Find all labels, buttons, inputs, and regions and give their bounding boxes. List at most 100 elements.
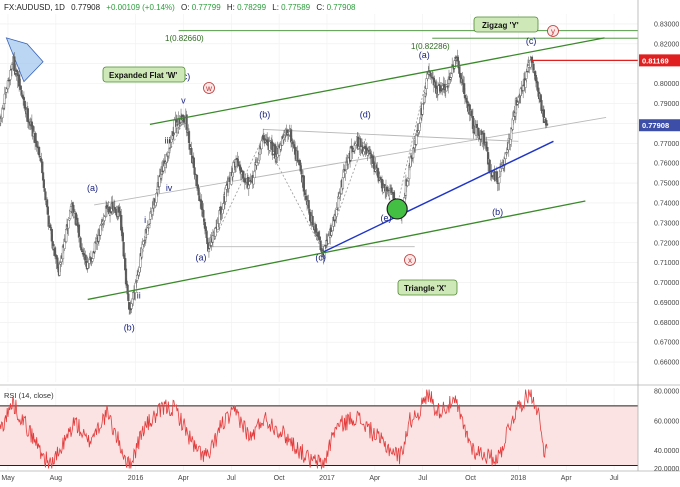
rsi-pane (0, 389, 638, 471)
price-tick-label: 0.77000 (654, 141, 679, 148)
blue-box (5, 37, 44, 83)
candle-up (136, 275, 139, 281)
time-tick-label: Apr (369, 475, 381, 482)
candle-up (9, 70, 12, 80)
time-tick-label: Jul (610, 475, 619, 482)
price-tick-label: 0.71000 (654, 260, 679, 267)
rsi-tick-label: 60.0000 (654, 418, 679, 425)
price-tick-label: 0.70000 (654, 280, 679, 287)
candle-down (43, 188, 46, 192)
candle-up (335, 207, 338, 217)
candle-up (388, 191, 391, 193)
candle-up (498, 177, 501, 184)
header-h-label: H: (227, 3, 235, 12)
candle-up (5, 87, 8, 93)
callout-x-text: Triangle 'X' (404, 284, 446, 293)
overlay-front (87, 37, 638, 301)
wave-label: ii (137, 290, 141, 300)
price-tick-label: 0.80000 (654, 81, 679, 88)
price-tick-label: 0.73000 (654, 220, 679, 227)
candle-down (204, 226, 207, 232)
candle-down (84, 254, 87, 261)
time-tick-label: Apr (561, 475, 573, 482)
candle-up (179, 123, 182, 126)
circle-y-text: y (551, 27, 555, 36)
time-tick-label: 2016 (128, 475, 144, 482)
price-tick-label: 0.66000 (654, 360, 679, 367)
header-c-label: C: (316, 3, 324, 12)
candle-down (38, 155, 41, 157)
candle-down (127, 293, 130, 302)
header-change: +0.00109 (+0.14%) (106, 3, 175, 12)
candle-up (148, 224, 151, 229)
overlay-back (5, 30, 638, 315)
header-c-val: 0.77908 (327, 3, 356, 12)
candle-down (13, 56, 16, 72)
time-tick-label: Jul (418, 475, 427, 482)
candle-down (318, 236, 321, 241)
wave-label: (c) (315, 253, 326, 263)
price-tick-label: 0.75000 (654, 181, 679, 188)
candle-up (505, 152, 508, 155)
time-tick-label: May (1, 475, 15, 482)
wave-label: (b) (259, 109, 270, 119)
header-h-val: 0.78299 (237, 3, 266, 12)
last-price-tag (639, 119, 680, 132)
wave-label: i (144, 215, 146, 225)
price-tick-label: 0.72000 (654, 240, 679, 247)
time-tick-label: Apr (178, 475, 190, 482)
candle-up (252, 177, 255, 185)
price-tick-label: 0.69000 (654, 300, 679, 307)
price-tick-label: 0.83000 (654, 21, 679, 28)
price-tick-label: 0.68000 (654, 320, 679, 327)
candle-up (415, 135, 418, 145)
rsi-tick-label: 40.0000 (654, 448, 679, 455)
callout-y-text: Zigzag 'Y' (482, 21, 519, 30)
candle-up (65, 228, 68, 242)
circle-w-label: w (203, 82, 215, 94)
price-tick-label: 0.82000 (654, 41, 679, 48)
time-tick-label: Oct (274, 475, 285, 482)
candle-down (79, 237, 82, 248)
candle-down (26, 108, 30, 122)
price-axis-bg (638, 0, 680, 487)
last-price-tag-text: 0.77908 (642, 121, 669, 130)
wave-dotted-path (395, 67, 430, 214)
candle-up (218, 210, 221, 224)
candle-up (1, 107, 4, 119)
circle-x-label: x (404, 254, 416, 266)
candle-up (207, 248, 211, 253)
candle-up (134, 282, 137, 293)
wave-label: (a) (419, 50, 430, 60)
time-tick-label: Jul (227, 475, 236, 482)
time-tick-label: Aug (50, 475, 63, 482)
candle-up (345, 162, 348, 170)
candle-down (76, 217, 79, 226)
candle-down (376, 168, 380, 178)
header-l-val: 0.77589 (281, 3, 310, 12)
red-level-tag (639, 54, 680, 67)
fib1-label: 1(0.82660) (165, 34, 204, 43)
wave-label: (d) (360, 109, 371, 119)
candle-down (320, 248, 323, 252)
channel-upper (149, 37, 605, 126)
red-level-tag-text: 0.81169 (642, 56, 669, 65)
circle-x-text: x (408, 256, 412, 265)
candle-down (20, 90, 23, 95)
wave-label: v (181, 96, 186, 106)
rsi-tick-label: 80.0000 (654, 388, 679, 395)
candle-up (93, 242, 97, 253)
blue-trendline (323, 140, 554, 253)
candle-up (253, 171, 256, 179)
gray-triangle-top (263, 128, 519, 142)
header-l-label: L: (272, 3, 279, 12)
wave-label: (e) (380, 213, 391, 223)
wave-label: (a) (195, 253, 206, 263)
time-tick-label: 2017 (319, 475, 335, 482)
channel-lower (87, 200, 586, 301)
candle-down (307, 200, 310, 209)
rsi-line (0, 389, 548, 471)
candle-up (510, 127, 513, 140)
header-symbol: FX:AUDUSD, 1D (4, 3, 65, 12)
candle-up (260, 140, 263, 150)
